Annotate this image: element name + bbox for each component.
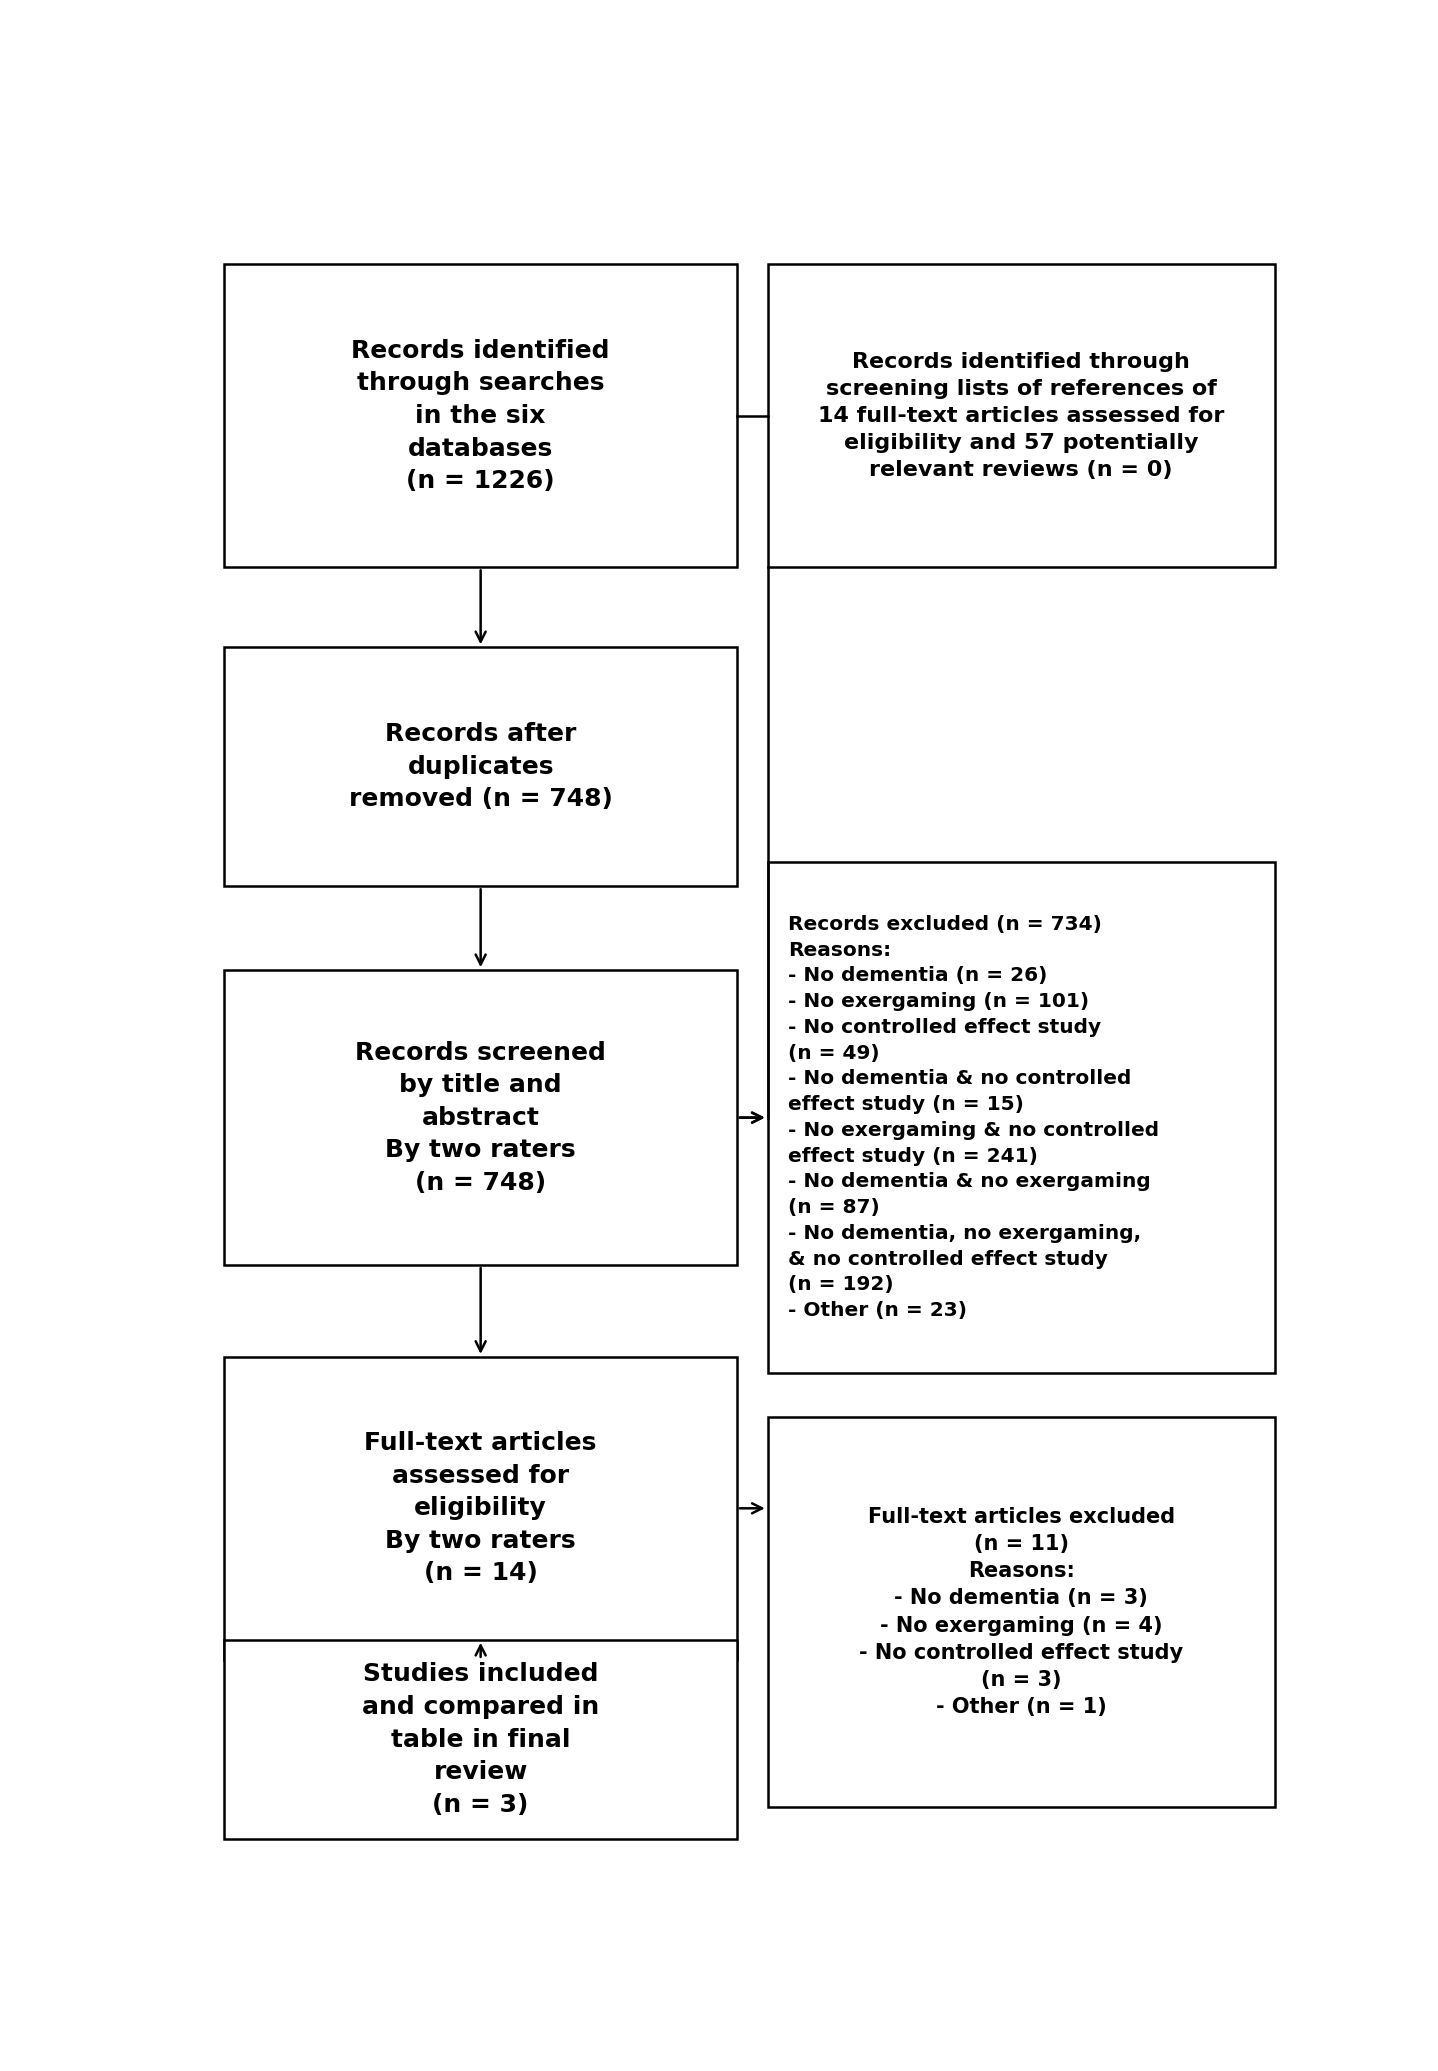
Text: Full-text articles excluded
(n = 11)
Reasons:
- No dementia (n = 3)
- No exergam: Full-text articles excluded (n = 11) Rea… [858,1508,1183,1717]
Text: Records after
duplicates
removed (n = 748): Records after duplicates removed (n = 74… [348,723,613,812]
Text: Full-text articles
assessed for
eligibility
By two raters
(n = 14): Full-text articles assessed for eligibil… [364,1431,597,1586]
Bar [768,265,1274,567]
Text: Records screened
by title and
abstract
By two raters
(n = 748): Records screened by title and abstract B… [355,1040,605,1195]
Bar [224,1357,736,1659]
Bar [768,1417,1274,1808]
Bar [224,265,736,567]
Text: Records excluded (n = 734)
Reasons:
- No dementia (n = 26)
- No exergaming (n = : Records excluded (n = 734) Reasons: - No… [788,915,1159,1319]
Bar [224,646,736,886]
Text: Studies included
and compared in
table in final
review
(n = 3): Studies included and compared in table i… [362,1663,600,1816]
Bar [224,1640,736,1839]
Text: Records identified through
screening lists of references of
14 full-text article: Records identified through screening lis… [818,352,1224,480]
Text: Records identified
through searches
in the six
databases
(n = 1226): Records identified through searches in t… [351,340,610,493]
Bar [224,969,736,1265]
Bar [768,862,1274,1373]
